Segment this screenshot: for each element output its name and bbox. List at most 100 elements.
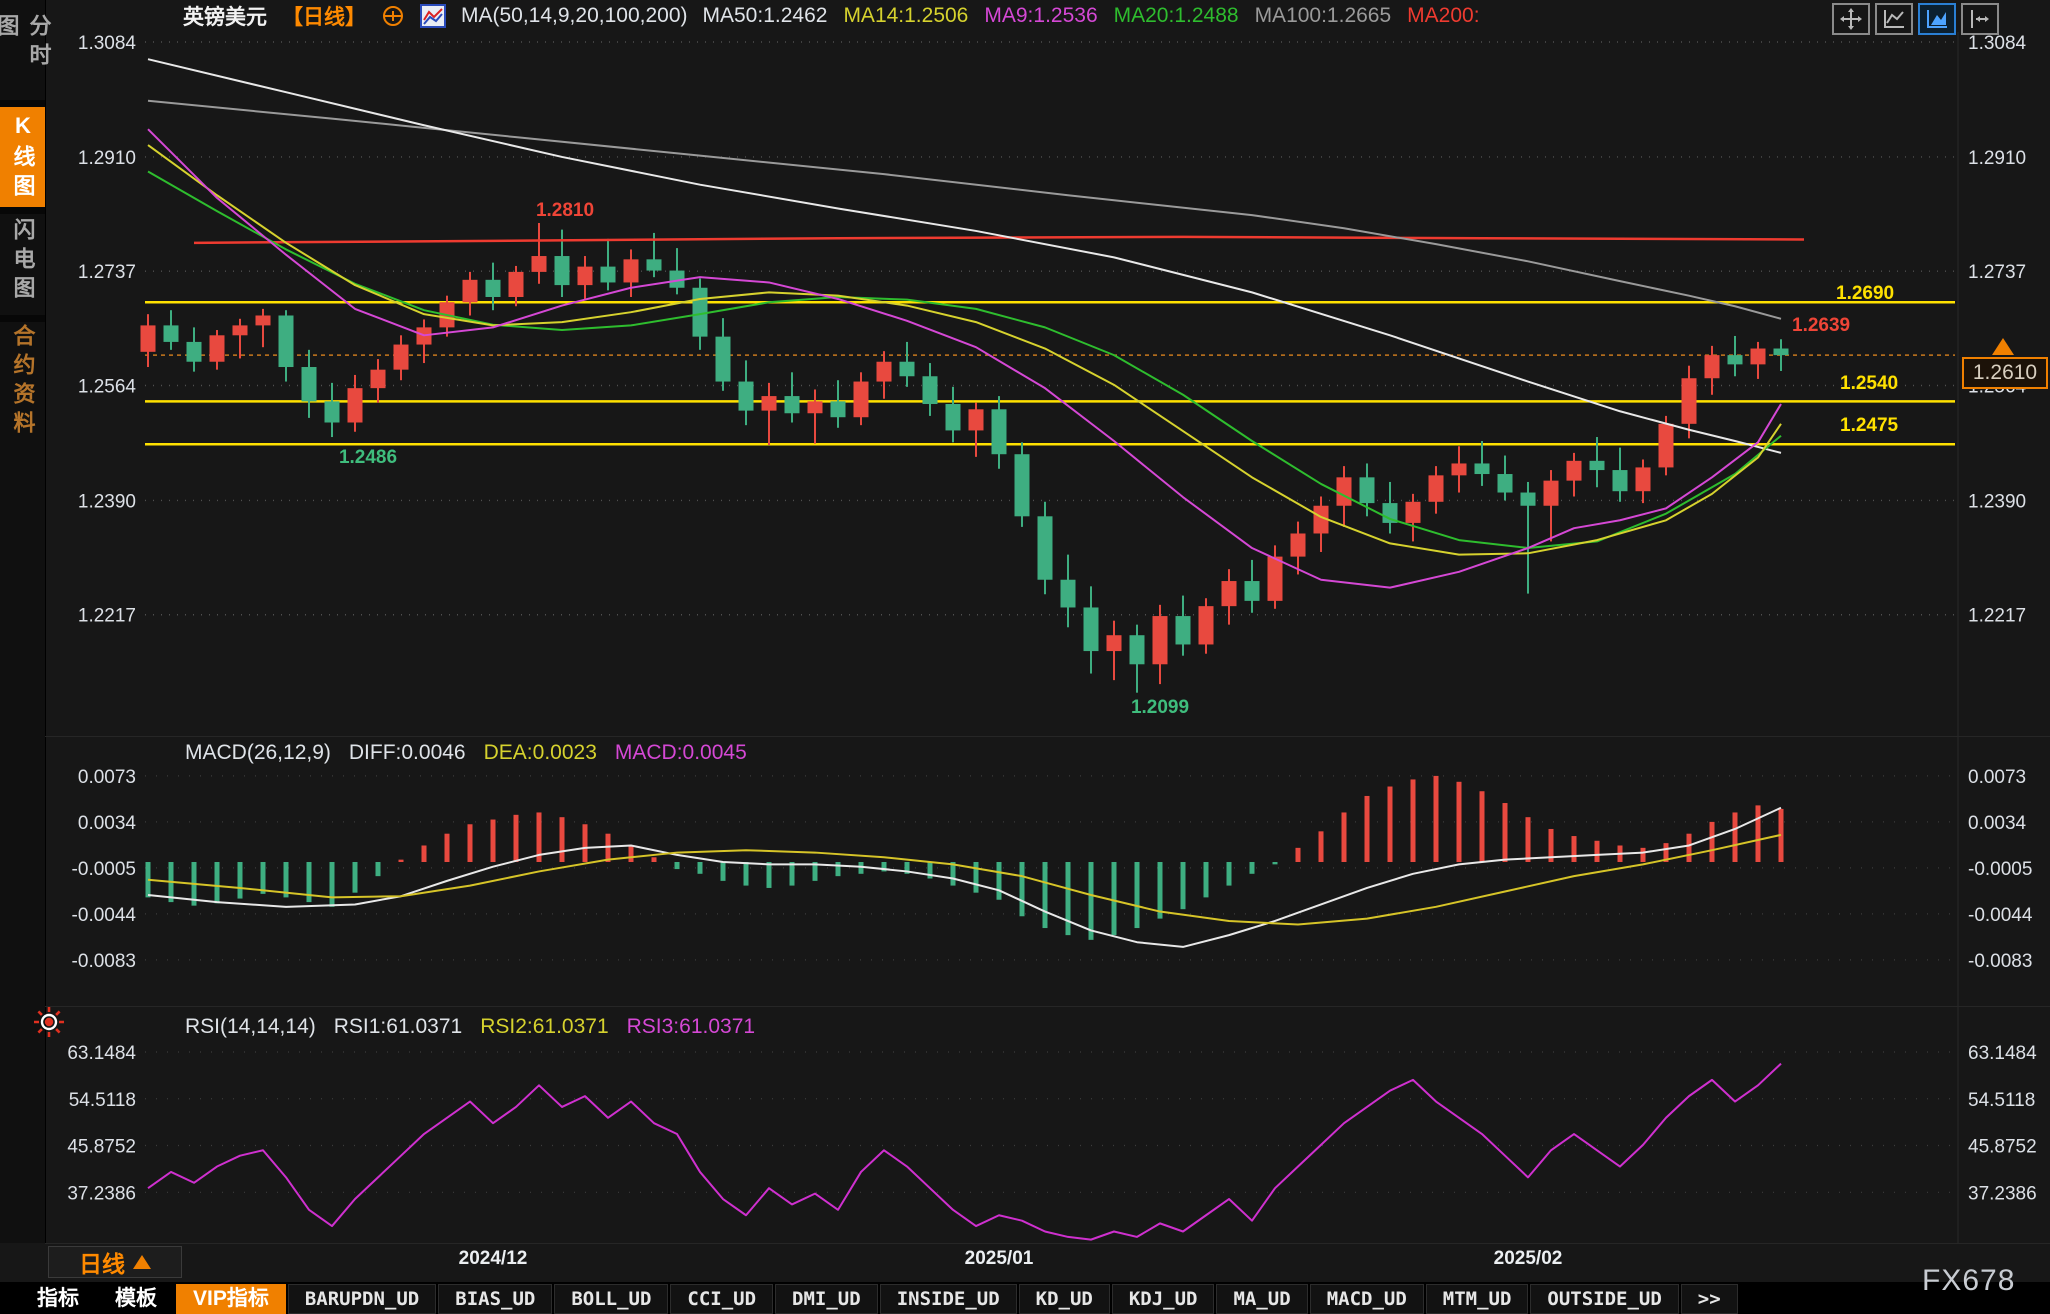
chart-shift-icon[interactable] [1961,3,1999,35]
sidebar-item-label: 分时图 [0,14,52,72]
ma-legend-item: MA20:1.2488 [1113,4,1239,27]
indicator-tab[interactable]: KDJ_UD [1111,1284,1215,1314]
svg-text:54.5118: 54.5118 [1968,1090,2035,1111]
svg-text:0.0073: 0.0073 [78,767,136,788]
svg-text:1.2217: 1.2217 [1968,606,2026,627]
chart-axis-icon[interactable] [1875,3,1913,35]
triangle-up-icon [133,1255,151,1269]
period-label: 日线 [79,1251,125,1277]
sidebar-separator [0,207,45,214]
svg-text:1.2486: 1.2486 [339,447,397,468]
period-selector[interactable]: 日线 [48,1246,182,1278]
chart-toolbar [1832,3,1999,35]
svg-text:-0.0083: -0.0083 [72,951,136,972]
mini-chart-icon[interactable] [420,4,446,28]
ma-legend-item: MA200: [1407,4,1480,27]
ma-legend-item: MA14:1.2506 [843,4,969,27]
move-crosshair-icon[interactable] [1832,3,1870,35]
ma-legend-item: MA100:1.2665 [1254,4,1392,27]
svg-text:1.3084: 1.3084 [78,33,137,54]
svg-text:-0.0005: -0.0005 [72,859,136,880]
svg-text:-0.0044: -0.0044 [1968,905,2033,926]
indicator-tab[interactable]: VIP指标 [176,1284,286,1314]
svg-text:-0.0005: -0.0005 [1968,859,2032,880]
sidebar-item-kline-chart[interactable]: K线图 [0,107,45,213]
indicator-tab[interactable]: 指标 [37,1287,79,1310]
chart-axis-active-icon[interactable] [1918,3,1956,35]
svg-text:1.2810: 1.2810 [536,200,594,221]
indicator-tab[interactable]: MA_UD [1216,1284,1308,1314]
svg-text:45.8752: 45.8752 [67,1137,136,1158]
sidebar: 分时图 K线图 闪电图 合约资料 [0,0,52,1243]
indicator-header-item: DIFF:0.0046 [348,741,466,764]
rsi-header: RSI(14,14,14) RSI1:61.0371 RSI2:61.0371 RSI… [185,1015,755,1039]
svg-text:0.0034: 0.0034 [1968,813,2027,834]
svg-text:54.5118: 54.5118 [69,1090,136,1111]
indicator-header-item: RSI(14,14,14) [185,1015,316,1038]
svg-text:63.1484: 63.1484 [1968,1043,2037,1064]
svg-text:1.2475: 1.2475 [1840,415,1899,436]
svg-text:0.0034: 0.0034 [78,813,137,834]
svg-text:1.2217: 1.2217 [78,606,136,627]
svg-text:2025/01: 2025/01 [965,1248,1034,1269]
indicator-header-item: RSI1:61.0371 [333,1015,463,1038]
indicator-tab[interactable]: MACD_UD [1309,1284,1424,1314]
svg-text:1.2639: 1.2639 [1792,315,1850,336]
price-up-arrow [1992,338,2014,355]
sidebar-item-label: 合约资料 [10,324,36,440]
svg-text:1.3084: 1.3084 [1968,33,2027,54]
svg-text:1.2390: 1.2390 [1968,491,2026,512]
svg-text:0.0073: 0.0073 [1968,767,2026,788]
indicator-tab[interactable]: OUTSIDE_UD [1530,1284,1679,1314]
indicator-tab[interactable]: >> [1680,1284,1738,1314]
indicator-tabs: 指标 模板 VIP指标 BARUPDN_UD BIAS_UD BOLL_UD CCI_UD D… [20,1284,1738,1314]
sidebar-separator [0,100,45,107]
sidebar-item-tick-chart[interactable]: 分时图 [0,14,52,100]
svg-text:1.2737: 1.2737 [78,262,136,283]
indicator-tab[interactable]: INSIDE_UD [879,1284,1017,1314]
sidebar-item-label: K线图 [10,113,36,203]
ma-legend-item: MA9:1.2536 [984,4,1098,27]
panel-divider [45,1243,2050,1244]
period-tag[interactable]: 【日线】 [282,6,366,29]
svg-text:1.2099: 1.2099 [1131,697,1189,718]
ma-legend: MA50:1.2462 MA14:1.2506 MA9:1.2536 MA20:1.2… [703,4,1480,28]
crosshair-plus-icon[interactable] [381,4,405,28]
current-price-tag: 1.2610 [1962,357,2048,389]
svg-text:63.1484: 63.1484 [67,1043,136,1064]
sidebar-item-flash-chart[interactable]: 闪电图 [0,218,45,318]
watermark: FX678 [1922,1264,2016,1297]
svg-text:1.2690: 1.2690 [1836,283,1894,304]
indicator-tab[interactable]: KD_UD [1018,1284,1110,1314]
indicator-header-item: MACD(26,12,9) [185,741,331,764]
indicator-tab[interactable]: CCI_UD [670,1284,774,1314]
svg-text:-0.0083: -0.0083 [1968,951,2032,972]
indicator-header-item: MACD:0.0045 [614,741,747,764]
panel-divider [45,736,2050,737]
svg-text:2025/02: 2025/02 [1494,1248,1563,1269]
indicator-tab[interactable]: BARUPDN_UD [287,1284,437,1314]
indicator-tab[interactable]: BIAS_UD [438,1284,553,1314]
sidebar-separator [0,315,45,322]
ma-formula: MA(50,14,9,20,100,200) [461,4,688,27]
indicator-tab[interactable]: BOLL_UD [554,1284,669,1314]
indicator-tab[interactable]: MTM_UD [1425,1284,1529,1314]
svg-text:1.2910: 1.2910 [78,148,136,169]
svg-text:45.8752: 45.8752 [1968,1137,2037,1158]
indicator-tab[interactable]: 模板 [115,1287,157,1310]
svg-text:2024/12: 2024/12 [459,1248,528,1269]
svg-text:37.2386: 37.2386 [1968,1183,2037,1204]
sidebar-item-contract-info[interactable]: 合约资料 [0,324,45,454]
svg-text:1.2540: 1.2540 [1840,373,1898,394]
svg-text:1.2564: 1.2564 [78,377,137,398]
indicator-tab[interactable]: DMI_UD [775,1284,878,1314]
svg-text:1.2737: 1.2737 [1968,262,2026,283]
indicator-header-item: RSI2:61.0371 [480,1015,609,1038]
svg-text:37.2386: 37.2386 [67,1183,136,1204]
alert-target-icon [33,1006,65,1043]
indicator-header-item: DEA:0.0023 [483,741,597,764]
svg-text:1.2390: 1.2390 [78,491,136,512]
